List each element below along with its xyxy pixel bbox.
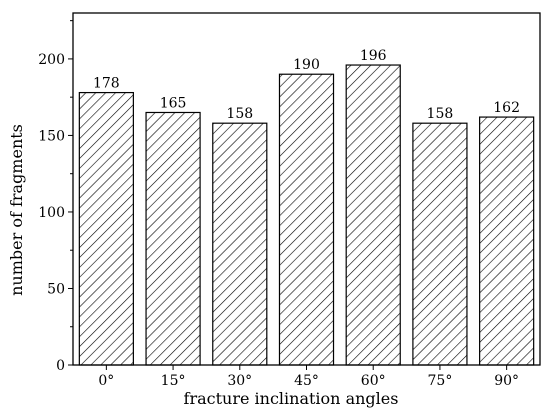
bar-1 <box>145 111 201 366</box>
bar-4 <box>345 64 401 366</box>
bar-2 <box>212 122 268 366</box>
bar-3 <box>278 73 335 366</box>
y-tick-label-1: 50 <box>47 281 65 297</box>
y-tick-label-3: 150 <box>38 128 65 144</box>
x-tick-label-3: 45° <box>294 373 319 389</box>
bar-5 <box>412 122 468 366</box>
data-label-1: 165 <box>160 95 187 111</box>
data-label-0: 178 <box>93 76 120 92</box>
x-tick-label-0: 0° <box>98 373 114 389</box>
bar-0 <box>78 91 134 366</box>
y-tick-label-4: 200 <box>38 52 65 68</box>
data-label-5: 158 <box>427 106 454 122</box>
data-label-4: 196 <box>360 48 387 64</box>
y-axis-title: number of fragments <box>7 124 26 296</box>
plot-frame <box>72 12 541 366</box>
y-tick-label-0: 0 <box>56 358 65 374</box>
x-tick-label-4: 60° <box>361 373 386 389</box>
bar-6 <box>479 116 535 366</box>
x-tick-label-1: 15° <box>161 373 186 389</box>
x-tick-label-2: 30° <box>227 373 252 389</box>
y-tick-label-2: 100 <box>38 205 65 221</box>
x-tick-label-5: 75° <box>428 373 453 389</box>
data-label-2: 158 <box>226 106 253 122</box>
x-tick-label-6: 90° <box>494 373 519 389</box>
data-label-6: 162 <box>493 100 520 116</box>
x-axis-title: fracture inclination angles <box>184 389 399 408</box>
data-label-3: 190 <box>293 57 320 73</box>
